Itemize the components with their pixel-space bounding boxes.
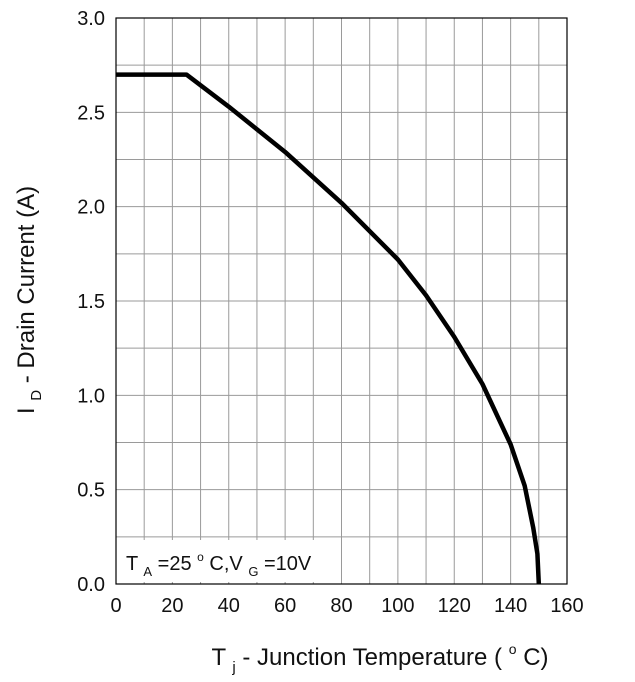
y-tick-label: 2.5 [77, 102, 105, 124]
x-label-sub: j [231, 659, 235, 676]
x-label-rest: - Junction Temperature ( [242, 644, 502, 671]
x-label-degree: o [509, 641, 517, 657]
x-label-unit: C) [523, 644, 548, 671]
x-tick-label: 100 [381, 595, 414, 617]
y-tick-label: 0.0 [77, 574, 105, 596]
y-tick-label: 3.0 [77, 8, 105, 30]
x-tick-label: 60 [274, 595, 296, 617]
annotation-t-sub: A [143, 564, 152, 579]
annotation-t: T [126, 553, 138, 575]
y-tick-label: 2.0 [77, 197, 105, 219]
y-label-rest: - Drain Current (A) [13, 186, 40, 383]
conditions-annotation: T A =25 o C,V G =10V [118, 540, 320, 582]
x-tick-label: 0 [110, 595, 121, 617]
y-tick-label: 1.5 [77, 291, 105, 313]
y-axis-label: I D - Drain Current (A) [13, 186, 47, 414]
annotation-degree: o [197, 550, 204, 564]
grid [116, 18, 567, 584]
annotation-eq2: =10V [264, 553, 312, 575]
annotation-eq1: =25 [158, 553, 192, 575]
series-layer [116, 75, 539, 584]
x-tick-label: 80 [330, 595, 352, 617]
x-tick-label: 160 [550, 595, 583, 617]
x-tick-label: 120 [438, 595, 471, 617]
x-tick-label: 140 [494, 595, 527, 617]
x-label-main: T [211, 644, 226, 671]
tick-labels: 0 20 40 60 80 100 120 140 160 0.0 0.5 1.0 1.5 2.0 2.5 3… [77, 8, 584, 617]
x-axis-label: T j - Junction Temperature ( o C) [211, 633, 548, 677]
x-tick-label: 20 [161, 595, 183, 617]
drain-current-curve [116, 75, 539, 584]
annotation-c-v: C,V [209, 553, 243, 575]
y-label-sub: D [28, 390, 45, 401]
y-label-main: I [13, 407, 40, 414]
annotation-v-sub: G [248, 564, 258, 579]
y-tick-label: 1.0 [77, 385, 105, 407]
y-tick-label: 0.5 [77, 480, 105, 502]
x-tick-label: 40 [218, 595, 240, 617]
